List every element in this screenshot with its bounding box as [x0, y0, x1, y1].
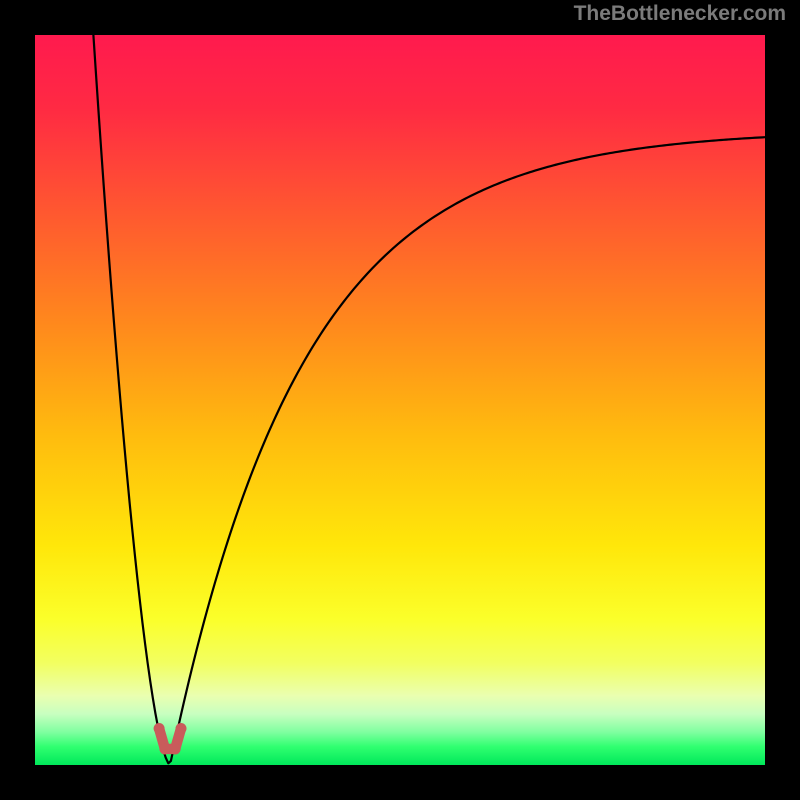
trough-marker-3: [176, 723, 187, 734]
figure-container: TheBottlenecker.com: [0, 0, 800, 800]
trough-marker-2: [170, 743, 181, 754]
watermark-text: TheBottlenecker.com: [574, 2, 786, 26]
trough-marker-0: [154, 723, 165, 734]
plot-background: [35, 35, 765, 765]
trough-marker-1: [159, 743, 170, 754]
bottleneck-chart: [35, 35, 765, 765]
